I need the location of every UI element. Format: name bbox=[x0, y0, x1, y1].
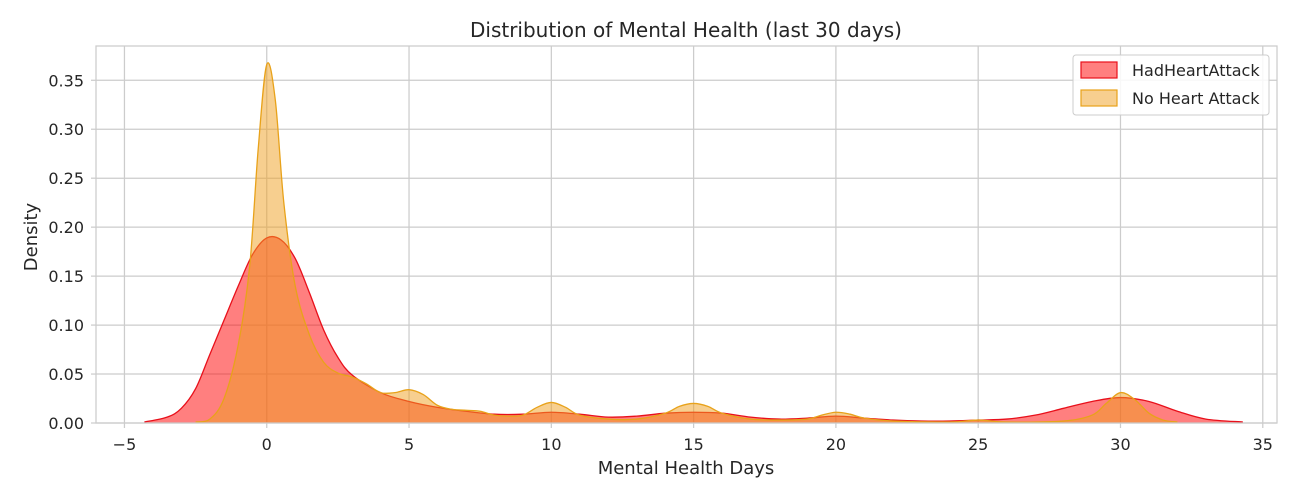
x-tick-label: 10 bbox=[541, 435, 561, 454]
y-tick-label: 0.35 bbox=[48, 71, 84, 90]
x-tick-label: 0 bbox=[262, 435, 272, 454]
y-tick-label: 0.30 bbox=[48, 120, 84, 139]
x-tick-label: 5 bbox=[404, 435, 414, 454]
legend-label-had-heart-attack: HadHeartAttack bbox=[1132, 61, 1260, 80]
x-tick-label: 35 bbox=[1253, 435, 1273, 454]
legend-label-no-heart-attack: No Heart Attack bbox=[1132, 89, 1260, 108]
x-tick-label: 30 bbox=[1110, 435, 1130, 454]
y-axis-ticks: 0.00 0.05 0.10 0.15 0.20 0.25 0.30 0.35 bbox=[48, 71, 96, 433]
legend-frame bbox=[1072, 54, 1270, 116]
density-area-no-heart-attack bbox=[195, 62, 1178, 423]
y-tick-label: 0.15 bbox=[48, 267, 84, 286]
y-tick-label: 0.25 bbox=[48, 169, 84, 188]
y-tick-label: 0.05 bbox=[48, 365, 84, 384]
x-tick-label: 25 bbox=[968, 435, 988, 454]
legend-swatch-no-heart-attack bbox=[1080, 89, 1118, 107]
plot-frame bbox=[95, 45, 1278, 424]
legend: HadHeartAttack No Heart Attack bbox=[1072, 54, 1270, 116]
x-tick-label: 15 bbox=[683, 435, 703, 454]
x-axis-label: Mental Health Days bbox=[598, 458, 775, 479]
y-axis-label: Density bbox=[21, 202, 42, 271]
density-series bbox=[144, 62, 1243, 423]
y-tick-label: 0.20 bbox=[48, 218, 84, 237]
x-tick-label: 20 bbox=[826, 435, 846, 454]
legend-swatch-had-heart-attack bbox=[1080, 61, 1118, 79]
y-tick-label: 0.00 bbox=[48, 414, 84, 433]
x-tick-label: −5 bbox=[113, 435, 137, 454]
chart-title: Distribution of Mental Health (last 30 d… bbox=[470, 18, 902, 42]
density-line-no-heart-attack bbox=[195, 62, 1178, 423]
y-tick-label: 0.10 bbox=[48, 316, 84, 335]
x-axis-ticks: −5 0 5 10 15 20 25 30 35 bbox=[113, 423, 1273, 454]
